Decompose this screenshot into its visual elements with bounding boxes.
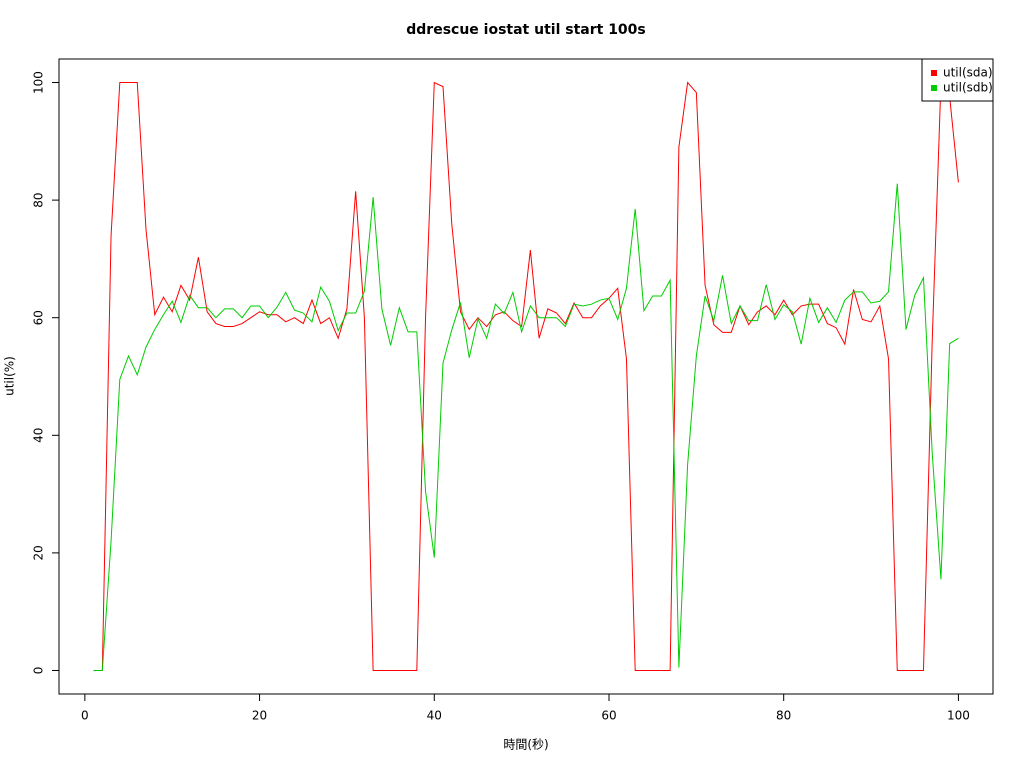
x-tick-label: 100 [947,709,970,723]
legend-swatch [931,85,937,91]
x-tick-label: 80 [776,709,791,723]
legend-swatch [931,70,937,76]
y-tick-label: 60 [32,310,46,325]
y-tick-label: 80 [32,192,46,207]
legend-box [921,58,994,102]
plot-frame [58,58,994,695]
x-axis-label: 時間(秒) [503,738,548,752]
legend-label: util(sda) [943,66,993,80]
y-tick-label: 20 [32,545,46,560]
series-line [93,80,959,671]
x-tick-label: 40 [427,709,442,723]
y-tick-label: 40 [32,428,46,443]
x-tick-label: 0 [81,709,89,723]
series-line [93,183,959,671]
x-tick-label: 20 [252,709,267,723]
legend-label: util(sdb) [943,81,993,95]
x-tick-label: 60 [601,709,616,723]
y-tick-label: 0 [32,667,46,675]
chart-title: ddrescue iostat util start 100s [406,22,646,38]
y-tick-label: 100 [32,71,46,94]
y-axis-label: util(%) [3,356,17,396]
